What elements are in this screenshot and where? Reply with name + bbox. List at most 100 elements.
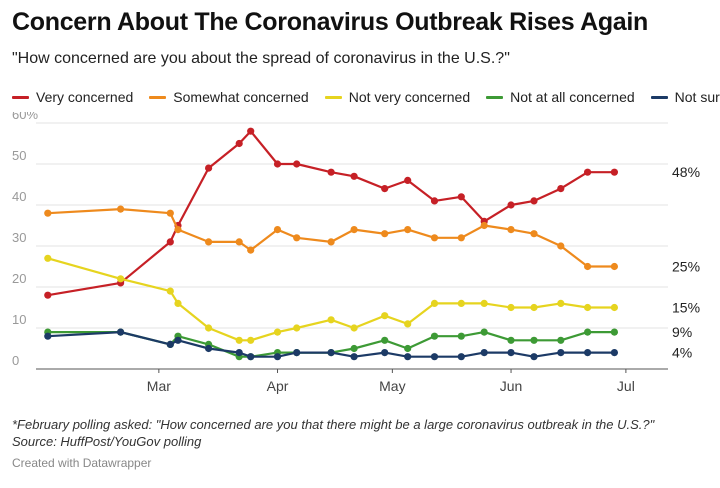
data-point-somewhat-concerned-12 <box>404 226 412 234</box>
data-point-not-sure-13 <box>430 353 439 361</box>
data-point-somewhat-concerned-8 <box>293 234 301 242</box>
data-point-somewhat-concerned-14 <box>457 234 465 242</box>
data-point-very-concerned-18 <box>557 185 565 193</box>
legend-swatch-not-sure <box>650 95 668 99</box>
data-point-very-concerned-5 <box>235 139 243 148</box>
data-point-not-sure-7 <box>273 353 282 361</box>
data-point-not-sure-20 <box>610 349 619 357</box>
data-point-somewhat-concerned-1 <box>117 205 125 213</box>
legend-label-very-concerned: Very concerned <box>36 89 134 105</box>
legend-label-not-sure: Not sure <box>674 89 720 105</box>
data-point-very-concerned-20 <box>610 168 619 176</box>
data-point-not-at-all-concerned-15 <box>480 328 488 336</box>
legend-item-somewhat-concerned: Somewhat concerned <box>149 89 309 105</box>
data-point-not-very-concerned-9 <box>327 316 335 324</box>
data-point-somewhat-concerned-2 <box>166 209 174 217</box>
data-point-not-at-all-concerned-11 <box>381 336 389 344</box>
chart-title: Concern About The Coronavirus Outbreak R… <box>12 8 649 36</box>
data-point-somewhat-concerned-15 <box>480 221 488 230</box>
data-point-very-concerned-4 <box>205 164 213 172</box>
x-tick-label-jul: Jul <box>617 378 635 394</box>
end-label-not-very-concerned: 15% <box>672 300 700 316</box>
end-label-not-at-all-concerned: 9% <box>672 324 692 340</box>
legend-swatch-not-at-all-concerned <box>486 95 504 99</box>
data-point-not-very-concerned-20 <box>610 303 619 312</box>
series-line-somewhat-concerned <box>46 207 616 268</box>
end-label-very-concerned: 48% <box>672 164 700 180</box>
data-point-very-concerned-17 <box>530 197 538 205</box>
data-point-not-sure-9 <box>327 349 335 357</box>
data-point-somewhat-concerned-6 <box>247 246 255 254</box>
data-point-not-very-concerned-4 <box>205 324 213 332</box>
x-tick-label-jun: Jun <box>500 378 523 394</box>
x-tick-label-mar: Mar <box>147 378 171 394</box>
y-tick-label-40: 40 <box>12 189 26 204</box>
data-point-not-very-concerned-1 <box>117 275 125 283</box>
data-point-very-concerned-0 <box>44 291 52 299</box>
y-tick-label-30: 30 <box>12 230 26 245</box>
legend: Very concerned Somewhat concerned Not ve… <box>12 87 720 107</box>
line-chart: 0 10 20 30 40 50 60% Mar Apr May Jun Jul 48% 25% 15% 9%… <box>12 112 700 394</box>
data-point-not-very-concerned-3 <box>174 299 182 307</box>
legend-label-not-very-concerned: Not very concerned <box>348 89 471 105</box>
data-point-not-very-concerned-0 <box>44 254 52 262</box>
x-tick-label-may: May <box>379 378 405 394</box>
data-point-very-concerned-12 <box>404 176 412 184</box>
chart-notes: *February polling asked: "How concerned … <box>12 416 654 450</box>
data-point-somewhat-concerned-10 <box>350 226 358 234</box>
data-point-not-very-concerned-10 <box>350 324 358 332</box>
data-point-not-at-all-concerned-19 <box>584 328 592 336</box>
data-point-not-at-all-concerned-13 <box>430 332 439 340</box>
data-point-not-very-concerned-18 <box>557 299 565 307</box>
y-tick-label-10: 10 <box>12 312 26 327</box>
data-point-not-at-all-concerned-20 <box>610 328 619 336</box>
data-point-somewhat-concerned-18 <box>557 242 565 250</box>
data-point-not-sure-12 <box>404 353 412 361</box>
data-point-not-sure-18 <box>557 349 565 357</box>
data-point-not-sure-15 <box>480 349 488 357</box>
data-point-not-at-all-concerned-17 <box>530 336 538 344</box>
data-point-somewhat-concerned-3 <box>174 226 182 234</box>
data-point-not-very-concerned-15 <box>480 299 488 307</box>
data-point-not-sure-6 <box>247 353 255 361</box>
legend-swatch-very-concerned <box>12 95 29 99</box>
data-point-not-sure-5 <box>235 349 243 357</box>
data-point-not-very-concerned-16 <box>507 303 515 312</box>
data-point-somewhat-concerned-17 <box>530 230 538 238</box>
data-point-somewhat-concerned-9 <box>327 238 335 246</box>
data-point-not-very-concerned-19 <box>584 303 592 312</box>
end-label-somewhat-concerned: 25% <box>672 259 700 275</box>
data-point-very-concerned-2 <box>166 238 174 246</box>
data-point-not-sure-8 <box>293 349 301 357</box>
data-point-not-very-concerned-2 <box>166 287 174 295</box>
data-point-not-sure-11 <box>381 349 389 357</box>
y-tick-label-50: 50 <box>12 148 26 163</box>
data-point-somewhat-concerned-19 <box>584 262 592 271</box>
y-tick-label-0: 0 <box>12 353 19 368</box>
data-point-somewhat-concerned-16 <box>507 226 515 234</box>
data-point-very-concerned-11 <box>381 185 389 193</box>
data-point-somewhat-concerned-4 <box>205 238 213 246</box>
source-note: Source: HuffPost/YouGov polling <box>12 434 202 449</box>
y-tick-label-20: 20 <box>12 271 26 286</box>
legend-item-very-concerned: Very concerned <box>12 89 133 105</box>
data-point-not-very-concerned-14 <box>457 299 465 307</box>
data-point-not-at-all-concerned-10 <box>350 344 358 353</box>
data-point-not-very-concerned-6 <box>247 336 255 344</box>
data-point-not-sure-2 <box>166 340 174 348</box>
data-point-not-sure-3 <box>174 336 182 344</box>
data-point-not-very-concerned-5 <box>235 336 243 344</box>
end-label-not-sure: 4% <box>672 345 692 361</box>
data-point-very-concerned-19 <box>584 168 592 176</box>
data-point-not-at-all-concerned-16 <box>507 336 515 344</box>
data-point-not-at-all-concerned-14 <box>457 332 465 340</box>
data-point-somewhat-concerned-0 <box>44 209 52 217</box>
data-point-not-at-all-concerned-12 <box>404 344 412 353</box>
data-point-not-sure-10 <box>350 353 358 361</box>
legend-label-not-at-all-concerned: Not at all concerned <box>510 89 635 105</box>
data-point-not-sure-16 <box>507 349 515 357</box>
legend-item-not-at-all-concerned: Not at all concerned <box>486 89 635 105</box>
data-point-not-sure-1 <box>117 328 125 336</box>
data-point-very-concerned-14 <box>457 193 465 201</box>
data-point-very-concerned-7 <box>273 160 282 168</box>
